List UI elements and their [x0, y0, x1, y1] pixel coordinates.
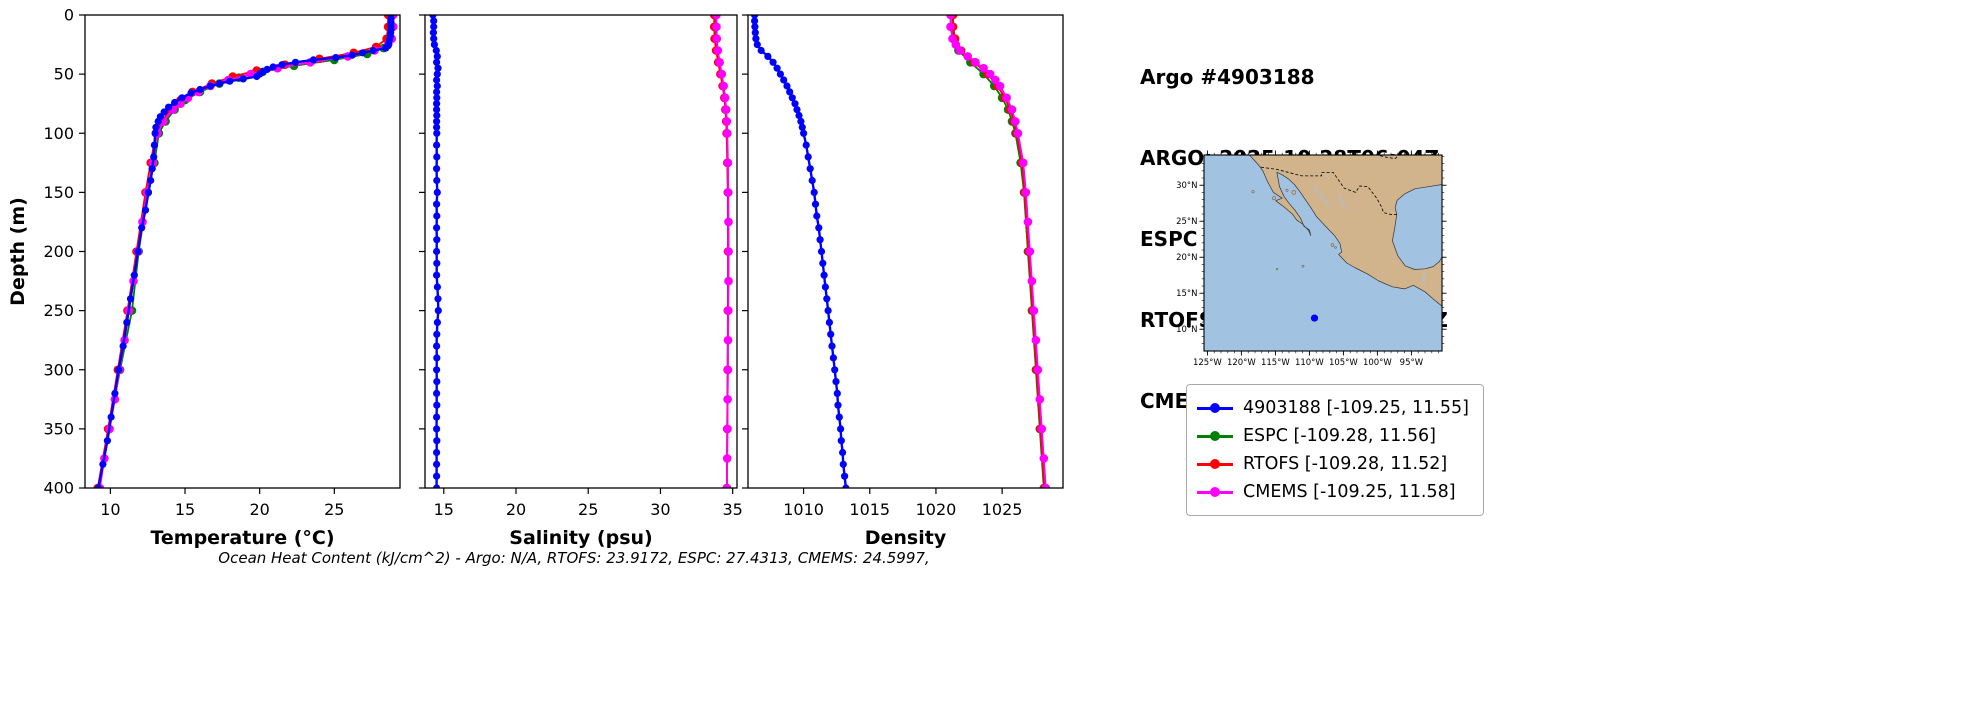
map-land — [1249, 154, 1443, 307]
svg-text:125°W: 125°W — [1193, 358, 1222, 368]
legend: 4903188 [-109.25, 11.55] ESPC [-109.28, … — [1186, 384, 1484, 516]
svg-text:30: 30 — [650, 500, 670, 519]
svg-text:Salinity (psu): Salinity (psu) — [509, 527, 652, 549]
svg-text:15: 15 — [175, 500, 195, 519]
svg-text:30°N: 30°N — [1176, 181, 1197, 191]
svg-text:20°N: 20°N — [1176, 253, 1197, 263]
svg-text:120°W: 120°W — [1227, 358, 1256, 368]
map-ticks-and-float: 125°W 120°W 115°W 110°W 105°W 100°W 95°W 30°N 25… — [1176, 150, 1447, 368]
map-borders — [1261, 154, 1400, 216]
svg-text:300: 300 — [43, 360, 74, 379]
svg-text:1015: 1015 — [849, 500, 890, 519]
svg-text:15°N: 15°N — [1176, 289, 1197, 299]
svg-text:Depth (m): Depth (m) — [7, 197, 29, 306]
svg-text:20: 20 — [506, 500, 526, 519]
legend-item-cmems: CMEMS [-109.25, 11.58] — [1197, 478, 1469, 506]
svg-text:10: 10 — [100, 500, 120, 519]
svg-text:1025: 1025 — [982, 500, 1023, 519]
svg-text:Temperature (°C): Temperature (°C) — [150, 527, 334, 549]
svg-text:1010: 1010 — [783, 500, 824, 519]
svg-text:10°N: 10°N — [1176, 325, 1197, 335]
svg-text:25°N: 25°N — [1176, 217, 1197, 227]
svg-text:1020: 1020 — [916, 500, 957, 519]
legend-marker-espc — [1197, 430, 1233, 442]
svg-text:35: 35 — [722, 500, 742, 519]
svg-text:350: 350 — [43, 419, 74, 438]
svg-text:200: 200 — [43, 242, 74, 261]
legend-item-espc: ESPC [-109.28, 11.56] — [1197, 422, 1469, 450]
float-position-dot — [1310, 314, 1319, 322]
legend-marker-rtofs — [1197, 458, 1233, 470]
map-rivers — [1313, 185, 1427, 285]
location-map: 125°W 120°W 115°W 110°W 105°W 100°W 95°W 30°N 25… — [1176, 150, 1447, 368]
svg-text:25: 25 — [324, 500, 344, 519]
legend-label: ESPC [-109.28, 11.56] — [1243, 426, 1436, 446]
legend-marker-cmems — [1197, 486, 1233, 498]
legend-marker-argo — [1197, 402, 1233, 414]
svg-text:25: 25 — [578, 500, 598, 519]
legend-item-argo: 4903188 [-109.25, 11.55] — [1197, 394, 1469, 422]
legend-item-rtofs: RTOFS [-109.28, 11.52] — [1197, 450, 1469, 478]
svg-text:250: 250 — [43, 301, 74, 320]
svg-text:95°W: 95°W — [1400, 358, 1424, 368]
svg-text:110°W: 110°W — [1295, 358, 1324, 368]
svg-text:20: 20 — [249, 500, 269, 519]
legend-label: 4903188 [-109.25, 11.55] — [1243, 398, 1469, 418]
svg-text:50: 50 — [54, 65, 74, 84]
svg-text:Density: Density — [865, 527, 947, 549]
svg-text:150: 150 — [43, 183, 74, 202]
svg-text:100°W: 100°W — [1363, 358, 1392, 368]
ocean-heat-content-caption: Ocean Heat Content (kJ/cm^2) - Argo: N/A… — [218, 549, 930, 567]
legend-label: RTOFS [-109.28, 11.52] — [1243, 454, 1448, 474]
svg-text:105°W: 105°W — [1329, 358, 1358, 368]
svg-text:400: 400 — [43, 479, 74, 498]
svg-text:15: 15 — [434, 500, 454, 519]
svg-text:100: 100 — [43, 124, 74, 143]
svg-text:0: 0 — [64, 6, 74, 25]
legend-label: CMEMS [-109.25, 11.58] — [1243, 482, 1456, 502]
figure-title: Argo #4903188 — [1140, 65, 1315, 89]
svg-text:115°W: 115°W — [1261, 358, 1290, 368]
profile-panels: 10 15 20 25050100150200250300350400Temperat… — [7, 6, 1064, 549]
